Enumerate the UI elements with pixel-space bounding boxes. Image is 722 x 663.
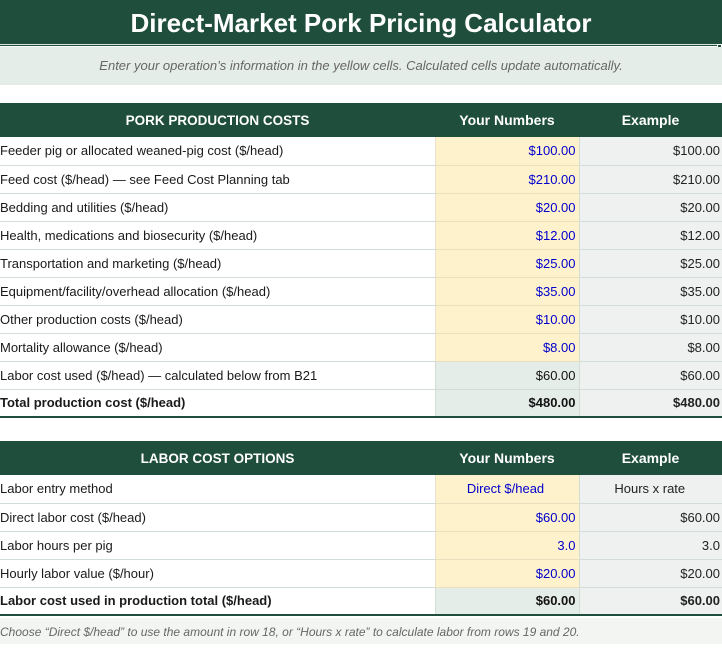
- row-label: Other production costs ($/head): [0, 305, 435, 334]
- example-header: Example: [579, 441, 722, 475]
- labor-section-header: LABOR COST OPTIONS: [0, 441, 435, 475]
- title-underline: [0, 44, 722, 45]
- page-title: Direct-Market Pork Pricing Calculator: [130, 8, 592, 38]
- total-production-row: Total production cost ($/head) $480.00 $…: [0, 389, 722, 418]
- example-value: $20.00: [578, 193, 722, 222]
- table-row: Feeder pig or allocated weaned-pig cost …: [0, 137, 722, 166]
- calculated-labor-cost: $60.00: [434, 361, 579, 390]
- mortality-allowance-input[interactable]: $8.00: [434, 333, 579, 362]
- direct-labor-cost-input[interactable]: $60.00: [434, 503, 579, 532]
- table-row: Bedding and utilities ($/head) $20.00 $2…: [0, 193, 722, 222]
- production-section-header: PORK PRODUCTION COSTS: [0, 103, 435, 137]
- example-value: $35.00: [578, 277, 722, 306]
- calculated-labor-row: Labor cost used ($/head) — calculated be…: [0, 361, 722, 390]
- table-row: Equipment/facility/overhead allocation (…: [0, 277, 722, 306]
- row-label: Equipment/facility/overhead allocation (…: [0, 277, 435, 306]
- row-label: Transportation and marketing ($/head): [0, 249, 435, 278]
- example-total: $60.00: [578, 587, 722, 616]
- labor-method-select[interactable]: Direct $/head: [434, 475, 579, 504]
- example-value: $8.00: [578, 333, 722, 362]
- production-costs-table: PORK PRODUCTION COSTS Your Numbers Examp…: [0, 103, 722, 418]
- labor-hours-input[interactable]: 3.0: [434, 531, 579, 560]
- example-value: 3.0: [578, 531, 722, 560]
- example-value: $25.00: [578, 249, 722, 278]
- row-label: Direct labor cost ($/head): [0, 503, 435, 532]
- table-row: Labor entry method Direct $/head Hours x…: [0, 475, 722, 504]
- calculator-title-bar: Direct-Market Pork Pricing Calculator: [0, 0, 722, 49]
- health-biosecurity-input[interactable]: $12.00: [434, 221, 579, 250]
- table-row: Direct labor cost ($/head) $60.00 $60.00: [0, 503, 722, 532]
- row-label: Labor hours per pig: [0, 531, 435, 560]
- example-value: $100.00: [578, 137, 722, 166]
- row-label: Labor cost used in production total ($/h…: [0, 587, 435, 616]
- row-label: Labor entry method: [0, 475, 435, 504]
- table-row: Transportation and marketing ($/head) $2…: [0, 249, 722, 278]
- labor-header-row: LABOR COST OPTIONS Your Numbers Example: [0, 441, 722, 475]
- instructions-subtitle: Enter your operation’s information in th…: [0, 47, 722, 85]
- example-total: $480.00: [578, 389, 722, 418]
- your-numbers-header: Your Numbers: [435, 103, 579, 137]
- labor-options-table: LABOR COST OPTIONS Your Numbers Example …: [0, 441, 722, 616]
- example-value: $20.00: [578, 559, 722, 588]
- total-production-cost: $480.00: [434, 389, 579, 418]
- example-value: $10.00: [578, 305, 722, 334]
- row-label: Bedding and utilities ($/head): [0, 193, 435, 222]
- example-value: $12.00: [578, 221, 722, 250]
- row-label: Total production cost ($/head): [0, 389, 435, 418]
- labor-method-note: Choose “Direct $/head” to use the amount…: [0, 618, 722, 644]
- row-label: Labor cost used ($/head) — calculated be…: [0, 361, 435, 390]
- hourly-labor-value-input[interactable]: $20.00: [434, 559, 579, 588]
- feed-cost-input[interactable]: $210.00: [434, 165, 579, 194]
- example-value: $210.00: [578, 165, 722, 194]
- labor-cost-used-total: $60.00: [434, 587, 579, 616]
- table-row: Mortality allowance ($/head) $8.00 $8.00: [0, 333, 722, 362]
- row-label: Feeder pig or allocated weaned-pig cost …: [0, 137, 435, 166]
- table-row: Hourly labor value ($/hour) $20.00 $20.0…: [0, 559, 722, 588]
- table-row: Other production costs ($/head) $10.00 $…: [0, 305, 722, 334]
- row-label: Feed cost ($/head) — see Feed Cost Plann…: [0, 165, 435, 194]
- feeder-pig-cost-input[interactable]: $100.00: [434, 137, 579, 166]
- labor-total-row: Labor cost used in production total ($/h…: [0, 587, 722, 616]
- example-value: $60.00: [578, 503, 722, 532]
- your-numbers-header: Your Numbers: [435, 441, 579, 475]
- table-row: Feed cost ($/head) — see Feed Cost Plann…: [0, 165, 722, 194]
- bedding-utilities-input[interactable]: $20.00: [434, 193, 579, 222]
- row-label: Mortality allowance ($/head): [0, 333, 435, 362]
- example-header: Example: [579, 103, 722, 137]
- row-label: Hourly labor value ($/hour): [0, 559, 435, 588]
- table-row: Labor hours per pig 3.0 3.0: [0, 531, 722, 560]
- production-header-row: PORK PRODUCTION COSTS Your Numbers Examp…: [0, 103, 722, 137]
- equipment-overhead-input[interactable]: $35.00: [434, 277, 579, 306]
- example-value: $60.00: [578, 361, 722, 390]
- example-value: Hours x rate: [578, 475, 722, 504]
- row-label: Health, medications and biosecurity ($/h…: [0, 221, 435, 250]
- table-row: Health, medications and biosecurity ($/h…: [0, 221, 722, 250]
- transportation-marketing-input[interactable]: $25.00: [434, 249, 579, 278]
- other-costs-input[interactable]: $10.00: [434, 305, 579, 334]
